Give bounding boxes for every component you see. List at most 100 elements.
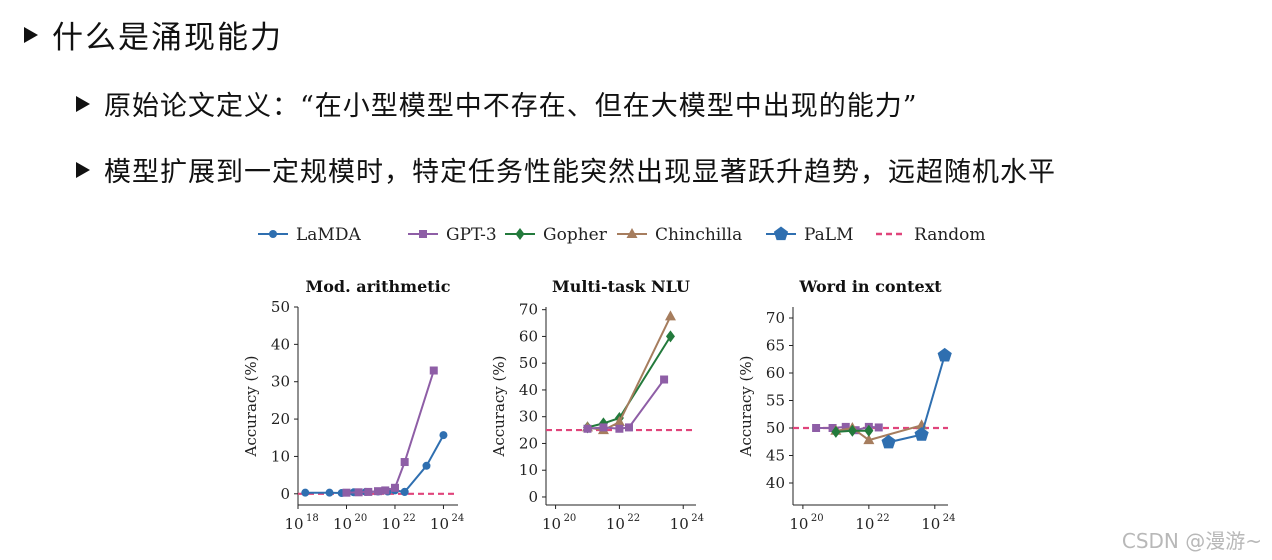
legend-label: GPT-3 [446, 225, 497, 245]
y-tick-label: 20 [519, 434, 538, 452]
heading-bullet: 什么是涌现能力 [24, 12, 283, 57]
legend-label: PaLM [804, 225, 854, 245]
scaling-bullet: 模型扩展到一定规模时，特定任务性能突然出现显著跃升趋势，远超随机水平 [76, 150, 1056, 189]
y-tick-label: 10 [271, 447, 290, 465]
y-tick-label: 70 [519, 301, 538, 319]
y-tick-label: 0 [280, 485, 290, 503]
definition-text: 原始论文定义：“在小型模型中不存在、但在大模型中出现的能力” [104, 91, 918, 122]
data-point-gpt-3 [583, 424, 592, 433]
x-tick-label: 10 [430, 515, 449, 533]
data-point-palm [937, 347, 952, 362]
y-tick-label: 45 [766, 447, 785, 465]
x-tick-exponent: 22 [877, 513, 890, 524]
y-tick-label: 70 [766, 309, 785, 327]
y-tick-label: 10 [519, 461, 538, 479]
data-point-gpt-3 [828, 424, 837, 432]
x-tick-label: 10 [921, 515, 940, 533]
y-tick-label: 40 [271, 335, 290, 353]
data-point-chinchilla [863, 434, 875, 445]
legend-marker-gopher [515, 228, 525, 240]
data-point-gpt-3 [624, 423, 633, 432]
data-point-gpt-3 [400, 458, 409, 467]
y-tick-label: 60 [766, 364, 785, 382]
arrow-bullet-icon [76, 161, 90, 178]
y-tick-label: 30 [519, 408, 538, 426]
legend-label: Gopher [543, 225, 608, 245]
data-point-gopher [847, 424, 857, 437]
data-point-palm [881, 434, 896, 449]
data-point-gopher [665, 330, 675, 343]
y-tick-label: 65 [766, 337, 785, 355]
x-tick-exponent: 20 [811, 513, 824, 524]
arrow-bullet-icon [76, 95, 90, 112]
x-tick-exponent: 20 [354, 513, 367, 524]
heading-text: 什么是涌现能力 [52, 20, 283, 56]
data-point-lamda [301, 488, 310, 497]
data-point-lamda [325, 488, 334, 497]
legend-marker-palm [773, 226, 789, 241]
legend-marker-gpt-3 [419, 230, 427, 238]
x-tick-exponent: 18 [306, 513, 319, 524]
data-point-gpt-3 [354, 488, 363, 497]
x-tick-exponent: 24 [451, 513, 464, 524]
y-tick-label: 50 [519, 354, 538, 372]
series-line-chinchilla [587, 315, 672, 432]
data-point-gpt-3 [599, 423, 608, 432]
x-tick-label: 10 [670, 515, 689, 533]
y-tick-label: 40 [766, 474, 785, 492]
panel-title: Word in context [798, 277, 942, 296]
x-tick-label: 10 [606, 515, 625, 533]
y-tick-label: 55 [766, 392, 785, 410]
legend-label: Random [914, 225, 986, 245]
series-line-palm [888, 355, 946, 444]
data-point-gpt-3 [812, 424, 821, 432]
x-tick-label: 10 [542, 515, 561, 533]
data-point-gpt-3 [390, 483, 399, 492]
x-tick-exponent: 20 [564, 513, 577, 524]
x-tick-exponent: 24 [691, 513, 704, 524]
legend-marker-chinchilla [626, 228, 638, 238]
data-point-chinchilla [613, 416, 625, 427]
definition-bullet: 原始论文定义：“在小型模型中不存在、但在大模型中出现的能力” [76, 84, 918, 123]
data-point-gpt-3 [364, 487, 373, 496]
data-point-gopher [831, 425, 841, 438]
y-tick-label: 50 [766, 419, 785, 437]
series-line-chinchilla [835, 424, 922, 442]
data-point-lamda [422, 461, 431, 470]
data-point-gpt-3 [381, 486, 390, 495]
data-point-gpt-3 [429, 366, 438, 375]
emergent-abilities-figure: LaMDA GPT-3 Gopher Chinchilla PaLM Random Mod.… [242, 225, 986, 533]
y-tick-label: 0 [528, 488, 538, 506]
data-point-chinchilla [664, 310, 676, 321]
data-point-gopher [864, 424, 874, 437]
y-tick-label: 60 [519, 327, 538, 345]
x-tick-label: 10 [855, 515, 874, 533]
y-axis-label: Accuracy (%) [737, 355, 755, 457]
y-tick-label: 40 [519, 381, 538, 399]
x-tick-label: 10 [284, 515, 303, 533]
data-point-gpt-3 [874, 423, 883, 432]
series-line-gpt-3 [587, 378, 665, 430]
data-point-gpt-3 [660, 375, 669, 384]
x-tick-label: 10 [381, 515, 400, 533]
y-tick-label: 20 [271, 410, 290, 428]
panel-title: Mod. arithmetic [306, 277, 451, 296]
y-axis-label: Accuracy (%) [490, 355, 508, 457]
x-tick-exponent: 22 [627, 513, 640, 524]
data-point-gpt-3 [374, 487, 382, 496]
series-line-gpt-3 [346, 370, 435, 494]
data-point-palm [914, 427, 929, 441]
legend-marker-lamda [269, 230, 277, 238]
watermark: CSDN @漫游~ [1121, 529, 1262, 553]
series-line-gopher [587, 335, 672, 429]
x-tick-exponent: 22 [403, 513, 416, 524]
x-tick-label: 10 [789, 515, 808, 533]
legend-label: LaMDA [296, 225, 361, 245]
y-tick-label: 50 [271, 298, 290, 316]
x-tick-exponent: 24 [943, 513, 956, 524]
data-point-lamda [439, 431, 448, 440]
data-point-gpt-3 [841, 422, 850, 431]
y-axis-label: Accuracy (%) [242, 355, 260, 457]
arrow-bullet-icon [24, 26, 38, 43]
data-point-gpt-3 [342, 488, 351, 497]
